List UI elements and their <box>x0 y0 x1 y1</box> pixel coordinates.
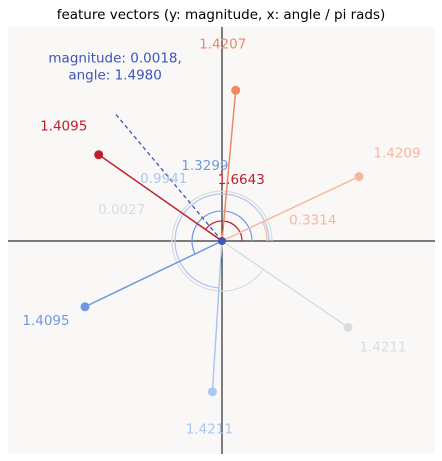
angle-arc <box>191 210 253 255</box>
vector-endpoint <box>231 85 241 95</box>
angle-arc <box>174 193 270 289</box>
vector-endpoint <box>94 150 104 160</box>
magnitude-label: 1.4207 <box>199 36 246 52</box>
angle-arc <box>205 220 243 242</box>
mean-vector-label-line: angle: 1.4980 <box>68 68 162 84</box>
vector-line <box>211 240 223 392</box>
chart-title: feature vectors (y: magnitude, x: angle … <box>57 7 386 23</box>
magnitude-label: 1.4095 <box>40 119 87 135</box>
magnitude-label: 1.4211 <box>359 339 406 355</box>
angle-label: 0.9941 <box>140 171 187 187</box>
angle-arc <box>171 190 273 292</box>
vector-endpoint <box>343 322 353 332</box>
origin-point <box>218 237 226 245</box>
magnitude-label: 1.4211 <box>186 422 233 438</box>
magnitude-label: 1.4209 <box>373 146 420 162</box>
vector-line <box>84 240 223 308</box>
angle-label: 1.6643 <box>218 172 265 188</box>
mean-vector-label-line: magnitude: 0.0018, <box>48 51 181 67</box>
vector-line <box>98 154 223 242</box>
vector-endpoint <box>207 387 217 397</box>
vector-endpoint <box>354 172 364 182</box>
vector-line <box>221 90 237 242</box>
mean-vector-label: magnitude: 0.0018, angle: 1.4980 <box>48 51 181 84</box>
vector-line <box>221 240 349 328</box>
angle-label: 0.3314 <box>289 213 336 229</box>
angle-label: 0.0027 <box>98 202 145 218</box>
angle-label: 1.3299 <box>181 158 228 174</box>
vector-endpoint <box>80 302 90 312</box>
vector-line <box>221 175 360 242</box>
magnitude-label: 1.4095 <box>22 313 69 329</box>
